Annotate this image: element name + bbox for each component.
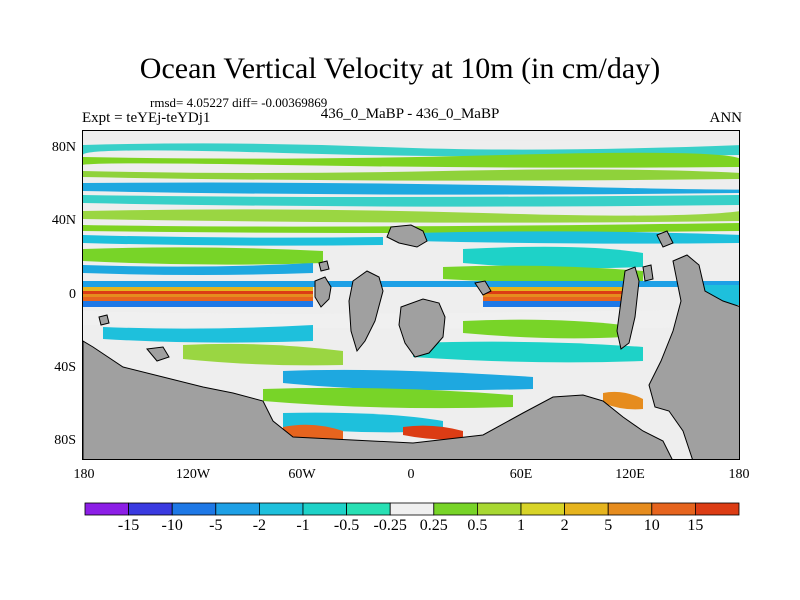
- y-tick-label: 80N: [51, 140, 76, 155]
- legend-label: -1: [296, 517, 310, 534]
- legend-swatch: [695, 502, 740, 516]
- case-names: 436_0_MaBP - 436_0_MaBP: [320, 106, 500, 122]
- legend-swatch: [215, 502, 260, 516]
- x-tick-label: 180: [73, 467, 95, 482]
- legend-swatch: [520, 502, 565, 516]
- legend-label: 10: [643, 517, 660, 534]
- plot-title: Ocean Vertical Velocity at 10m (in cm/da…: [139, 52, 661, 85]
- x-tick-label: 60W: [288, 467, 316, 482]
- legend-swatch: [171, 502, 217, 516]
- legend-swatch: [258, 502, 304, 516]
- season-label: ANN: [709, 110, 743, 126]
- velocity-field: [83, 131, 739, 459]
- legend-label: -15: [117, 517, 140, 534]
- legend-swatch: [128, 502, 173, 516]
- legend-label: -0.25: [373, 517, 407, 534]
- legend-label: -5: [209, 517, 223, 534]
- legend-label: 5: [604, 517, 613, 534]
- y-tick-label: 40N: [51, 213, 76, 228]
- legend-swatch: [651, 502, 696, 516]
- legend-bar: [84, 502, 740, 516]
- y-tick-label: 40S: [54, 360, 76, 375]
- legend-swatch: [84, 502, 129, 516]
- y-tick-label: 0: [69, 287, 76, 302]
- legend-label: 0.25: [419, 517, 448, 534]
- x-tick-label: 0: [407, 467, 415, 482]
- legend-label: -0.5: [333, 517, 360, 534]
- legend-label: 1: [517, 517, 525, 534]
- legend-swatch: [302, 502, 347, 516]
- legend-swatch: [433, 502, 478, 516]
- x-tick-label: 60E: [509, 467, 533, 482]
- legend-label: 15: [687, 517, 704, 534]
- map-panel: [82, 130, 740, 460]
- legend-swatch: [476, 502, 522, 516]
- x-tick-label: 180: [728, 467, 750, 482]
- x-tick-label: 120W: [175, 467, 211, 482]
- legend-label: 2: [560, 517, 569, 534]
- legend-label: -2: [252, 517, 267, 534]
- color-legend: [84, 502, 740, 516]
- y-tick-label: 80S: [54, 433, 76, 448]
- legend-swatch: [389, 502, 435, 516]
- x-tick-label: 120E: [615, 467, 645, 482]
- legend-swatch: [564, 502, 609, 516]
- legend-label: 0.5: [467, 517, 488, 534]
- legend-label: -10: [161, 517, 183, 534]
- legend-swatch: [346, 502, 391, 516]
- stats-text: rmsd= 4.05227 diff= -0.00369869: [150, 95, 328, 110]
- legend-swatch: [607, 502, 653, 516]
- experiment-label: Expt = teYEj-teYDj1: [82, 110, 211, 126]
